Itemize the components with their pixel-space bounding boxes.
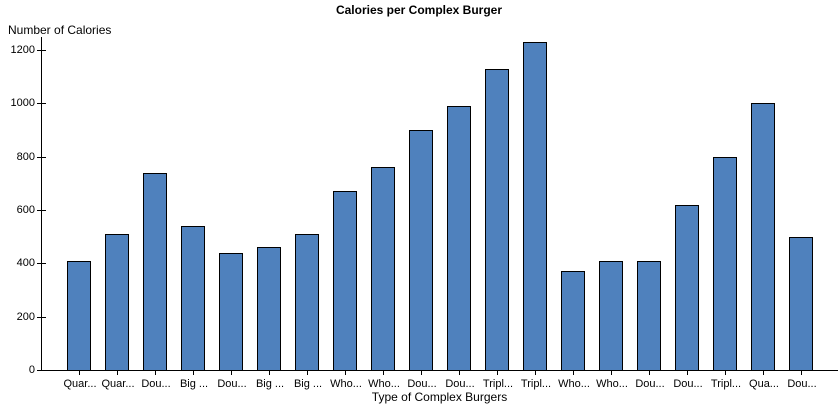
bar	[333, 191, 357, 370]
x-tick-label: Who...	[558, 378, 590, 390]
bar	[371, 167, 395, 370]
x-axis-tick	[611, 370, 612, 375]
y-axis-label: Number of Calories	[8, 23, 112, 37]
chart-title: Calories per Complex Burger	[335, 3, 503, 17]
x-tick-label: Dou...	[407, 378, 437, 390]
x-tick-label: Tripl...	[482, 378, 514, 390]
x-tick-label: Dou...	[445, 378, 475, 390]
y-tick-label: 600	[16, 204, 35, 216]
x-axis-tick	[155, 370, 156, 375]
x-tick-label: Dou...	[635, 378, 665, 390]
bar	[67, 261, 91, 370]
x-tick-label: Qua...	[749, 378, 779, 390]
bar	[257, 247, 281, 370]
bar	[637, 261, 661, 370]
x-axis-tick	[725, 370, 726, 375]
x-tick-label: Dou...	[673, 378, 703, 390]
x-axis-tick	[535, 370, 536, 375]
x-axis-tick	[763, 370, 764, 375]
bar	[181, 226, 205, 370]
x-tick-label: Quar...	[63, 378, 97, 390]
x-axis-label: Type of Complex Burgers	[371, 390, 508, 404]
x-tick-label: Big ...	[255, 378, 285, 390]
x-axis-tick	[117, 370, 118, 375]
bar	[599, 261, 623, 370]
y-axis-tick	[37, 370, 46, 371]
bar	[219, 253, 243, 370]
x-tick-label: Tripl...	[520, 378, 552, 390]
y-axis-tick	[37, 210, 46, 211]
y-tick-label: 1200	[10, 44, 35, 56]
x-axis-tick	[573, 370, 574, 375]
plot-area: 0 200 400 600 800 1000 1200 Quar... Quar... Dou..…	[11, 37, 838, 390]
x-axis-tick	[345, 370, 346, 375]
x-axis-tick	[383, 370, 384, 375]
x-axis-tick	[193, 370, 194, 375]
y-tick-label: 400	[16, 257, 35, 269]
x-axis-tick	[307, 370, 308, 375]
x-axis-tick	[497, 370, 498, 375]
x-axis-tick	[687, 370, 688, 375]
y-tick-label: 0	[28, 364, 35, 376]
x-tick-label: Dou...	[217, 378, 247, 390]
y-axis-tick	[37, 103, 46, 104]
x-tick-label: Who...	[330, 378, 362, 390]
bar	[485, 69, 509, 370]
x-tick-label: Who...	[368, 378, 400, 390]
x-axis-tick	[231, 370, 232, 375]
bar	[751, 103, 775, 370]
x-axis-tick	[649, 370, 650, 375]
bar	[561, 271, 585, 370]
x-axis-tick	[801, 370, 802, 375]
bar	[105, 234, 129, 370]
x-tick-label: Dou...	[141, 378, 171, 390]
bar	[295, 234, 319, 370]
x-tick-label: Quar...	[101, 378, 135, 390]
bar	[143, 173, 167, 370]
bar	[447, 106, 471, 370]
x-axis-tick	[459, 370, 460, 375]
x-axis-tick	[79, 370, 80, 375]
bar	[523, 42, 547, 370]
x-tick-label: Big ...	[179, 378, 209, 390]
x-axis-tick	[269, 370, 270, 375]
x-tick-label: Big ...	[293, 378, 323, 390]
y-tick-label: 800	[16, 151, 35, 163]
y-axis-tick	[37, 157, 46, 158]
bar	[675, 205, 699, 370]
x-tick-label: Dou...	[787, 378, 817, 390]
y-axis-tick	[37, 50, 46, 51]
y-axis-tick	[37, 263, 46, 264]
x-tick-label: Tripl...	[710, 378, 742, 390]
x-tick-label: Who...	[596, 378, 628, 390]
bar	[713, 157, 737, 370]
x-axis-tick	[421, 370, 422, 375]
bar	[409, 130, 433, 370]
y-tick-label: 200	[16, 311, 35, 323]
y-axis-tick	[37, 317, 46, 318]
y-tick-label: 1000	[10, 97, 35, 109]
bar	[789, 237, 813, 370]
